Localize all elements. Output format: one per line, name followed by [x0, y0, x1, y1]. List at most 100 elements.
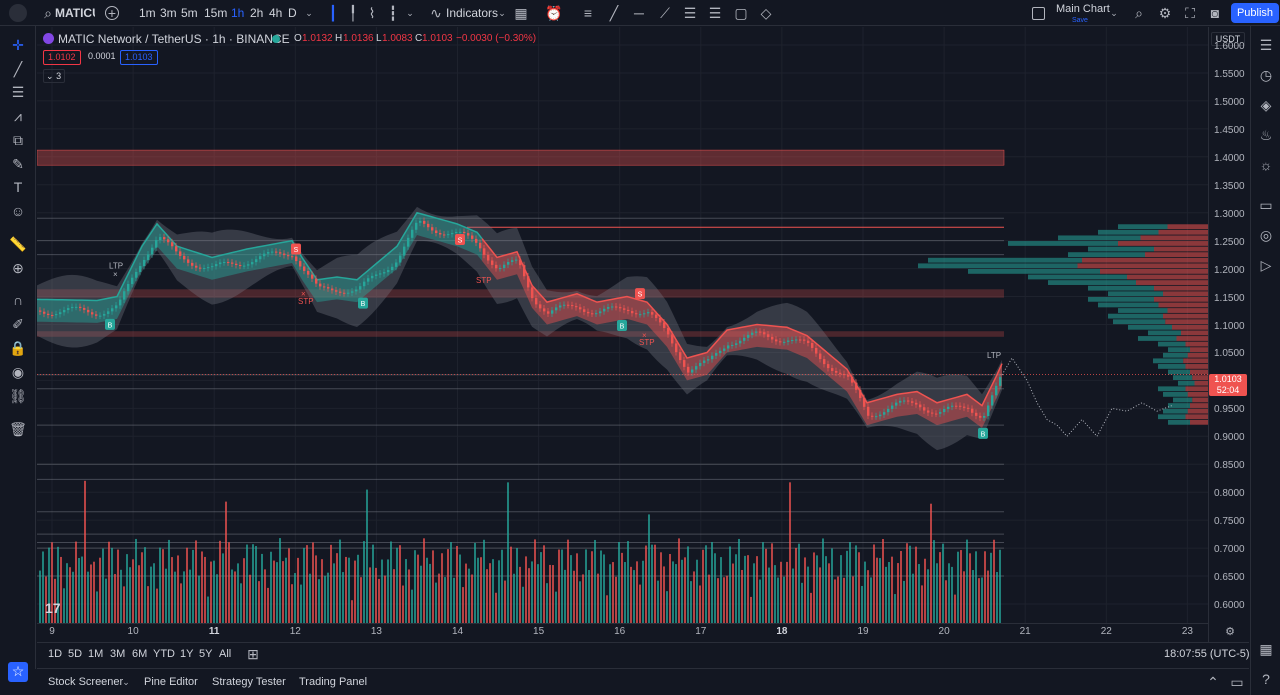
layers-icon[interactable]: ◈ [1260, 97, 1272, 113]
indicators-button[interactable]: Indicators [446, 6, 499, 20]
layout-checkbox-icon[interactable] [1032, 7, 1045, 20]
line-chart-icon[interactable]: ⌇ [368, 5, 376, 21]
eye-icon[interactable]: ◉ [11, 364, 25, 380]
stay-drawing-icon[interactable]: ✐ [12, 316, 24, 332]
range-6m[interactable]: 6M [132, 648, 148, 660]
interval-4h[interactable]: 4h [269, 6, 283, 20]
interval-1m[interactable]: 1m [139, 6, 156, 20]
channel-icon[interactable]: ☰ [683, 5, 697, 21]
volume-bar [357, 554, 359, 623]
interval-d[interactable]: D [288, 6, 297, 20]
candles-icon[interactable]: ┃ [328, 5, 338, 21]
volume-bar [954, 594, 956, 623]
chevron-down-icon[interactable]: ⌄ [406, 8, 414, 18]
volume-profile-bar [1118, 308, 1168, 313]
go-to-date-icon[interactable]: ⊞ [247, 646, 259, 662]
currency-selector[interactable]: USDT [1211, 32, 1245, 46]
magnet-icon[interactable]: ∩ [12, 292, 24, 308]
volume-bar [918, 564, 920, 623]
interval-3m[interactable]: 3m [160, 6, 177, 20]
horizontal-lines-icon[interactable]: ≡ [583, 5, 593, 21]
zoom-in-icon[interactable]: ⊕ [12, 260, 24, 276]
ask-price-badge[interactable]: 1.0103 [120, 50, 158, 65]
notifications-icon[interactable]: ▷ [1260, 257, 1272, 273]
trendline-icon[interactable]: ╱ [609, 5, 619, 21]
alerts-clock-icon[interactable]: ◷ [1259, 67, 1273, 83]
ruler-icon[interactable]: 📏 [9, 236, 27, 252]
pattern-tool-icon[interactable]: ⩘ [14, 108, 22, 124]
range-1d[interactable]: 1D [48, 648, 63, 660]
streams-icon[interactable]: ◎ [1259, 227, 1273, 243]
volume-bar [339, 539, 341, 623]
layout-name[interactable]: Main Chart [1056, 3, 1110, 15]
user-avatar[interactable] [9, 4, 27, 22]
brush-tool-icon[interactable]: ✎ [12, 156, 24, 172]
polygon-icon[interactable]: ◇ [760, 5, 772, 21]
interval-1h[interactable]: 1h [231, 6, 245, 20]
interval-2h[interactable]: 2h [250, 6, 264, 20]
interval-15m[interactable]: 15m [204, 6, 228, 20]
ideas-bulb-icon[interactable]: ☼ [1259, 157, 1273, 173]
templates-icon[interactable]: ▦ [514, 5, 528, 21]
emoji-icon[interactable]: ☺ [10, 203, 26, 219]
interval-5m[interactable]: 5m [181, 6, 198, 20]
tab-strategy-tester[interactable]: Strategy Tester [212, 676, 286, 688]
link-icon[interactable]: ⛓ [9, 388, 27, 404]
alert-icon[interactable]: ⏰ [545, 5, 563, 21]
crosshair-icon[interactable]: ✛ [12, 37, 24, 53]
lock-icon[interactable]: 🔒 [9, 340, 27, 356]
watchlist-icon[interactable]: ☰ [1259, 37, 1273, 53]
text-tool-icon[interactable]: T [13, 179, 23, 195]
publish-button[interactable]: Publish [1231, 3, 1279, 23]
clock-timezone[interactable]: 18:07:55 (UTC-5) [1164, 648, 1250, 660]
quick-search-icon[interactable]: ⌕ [1135, 5, 1143, 21]
help-icon[interactable]: ? [1262, 671, 1270, 687]
trash-icon[interactable]: 🗑 [9, 421, 27, 437]
tab-trading-panel[interactable]: Trading Panel [299, 676, 368, 688]
chart-pane[interactable]: B B B B S S S LTP LTP STP STP STP × × × 17 [36, 27, 1249, 642]
prediction-tool-icon[interactable]: ⧉ [13, 132, 23, 148]
bid-price-badge[interactable]: 1.0102 [43, 50, 81, 65]
chevron-down-icon[interactable]: ⌄ [1110, 8, 1118, 18]
chevron-down-icon[interactable]: ⌄ [305, 8, 313, 18]
rectangle-icon[interactable]: ▢ [734, 5, 748, 21]
symbol-title[interactable]: MATIC Network / TetherUS · 1h · BINANCE [58, 32, 290, 46]
price-axis[interactable] [1208, 27, 1250, 642]
calendar-icon[interactable]: ▦ [1259, 641, 1273, 657]
range-1m[interactable]: 1M [88, 648, 104, 660]
hotlist-fire-icon[interactable]: ♨ [1259, 127, 1273, 143]
symbol-search[interactable]: MATICUS [55, 6, 95, 20]
tab-stock-screener[interactable]: Stock Screener [48, 676, 124, 688]
fullscreen-icon[interactable]: ⛶ [1185, 5, 1195, 21]
bar-type-icon[interactable]: ╿ [348, 5, 358, 21]
settings-gear-icon[interactable]: ⚙ [1158, 5, 1172, 21]
collapse-panel-icon[interactable]: ⌃ [1207, 674, 1219, 690]
indicators-collapse-toggle[interactable]: ⌄ 3 [43, 69, 65, 83]
time-axis[interactable] [37, 623, 1208, 641]
range-5d[interactable]: 5D [68, 648, 83, 660]
range-3m[interactable]: 3M [110, 648, 126, 660]
chevron-down-icon[interactable]: ⌄ [122, 677, 130, 687]
trendline-tool-icon[interactable]: ╱ [13, 61, 23, 77]
heikin-icon[interactable]: ┇ [388, 5, 398, 21]
fib-tool-icon[interactable]: ☰ [11, 84, 25, 100]
star-favorites-icon[interactable]: ☆ [8, 662, 28, 682]
layout-save-label[interactable]: Save [1072, 17, 1088, 24]
camera-icon[interactable]: ◙ [1210, 5, 1220, 21]
range-ytd[interactable]: YTD [153, 648, 175, 660]
axis-settings-icon[interactable]: ⚙ [1225, 626, 1235, 638]
path-icon[interactable]: ⟋ [660, 5, 670, 21]
tab-pine-editor[interactable]: Pine Editor [144, 676, 198, 688]
chat-icon[interactable]: ▭ [1259, 197, 1273, 213]
range-5y[interactable]: 5Y [199, 648, 213, 660]
range-1y[interactable]: 1Y [180, 648, 194, 660]
pitchfork-icon[interactable]: ☰ [708, 5, 722, 21]
horizontal-ray-icon[interactable]: ─ [634, 5, 644, 21]
chevron-down-icon[interactable]: ⌄ [498, 8, 506, 18]
maximize-panel-icon[interactable]: ▭ [1230, 674, 1244, 690]
indicators-icon[interactable]: ∿ [430, 5, 442, 21]
search-icon[interactable]: ⌕ [44, 5, 52, 21]
range-all[interactable]: All [219, 648, 232, 660]
add-symbol-icon[interactable]: + [105, 6, 119, 20]
